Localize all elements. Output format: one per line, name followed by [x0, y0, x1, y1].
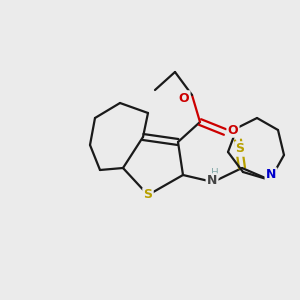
- Text: H: H: [211, 168, 219, 178]
- Text: S: S: [143, 188, 152, 202]
- Text: S: S: [236, 142, 244, 155]
- Text: N: N: [207, 175, 217, 188]
- Text: O: O: [228, 124, 238, 136]
- Text: O: O: [179, 92, 189, 104]
- Text: N: N: [266, 169, 276, 182]
